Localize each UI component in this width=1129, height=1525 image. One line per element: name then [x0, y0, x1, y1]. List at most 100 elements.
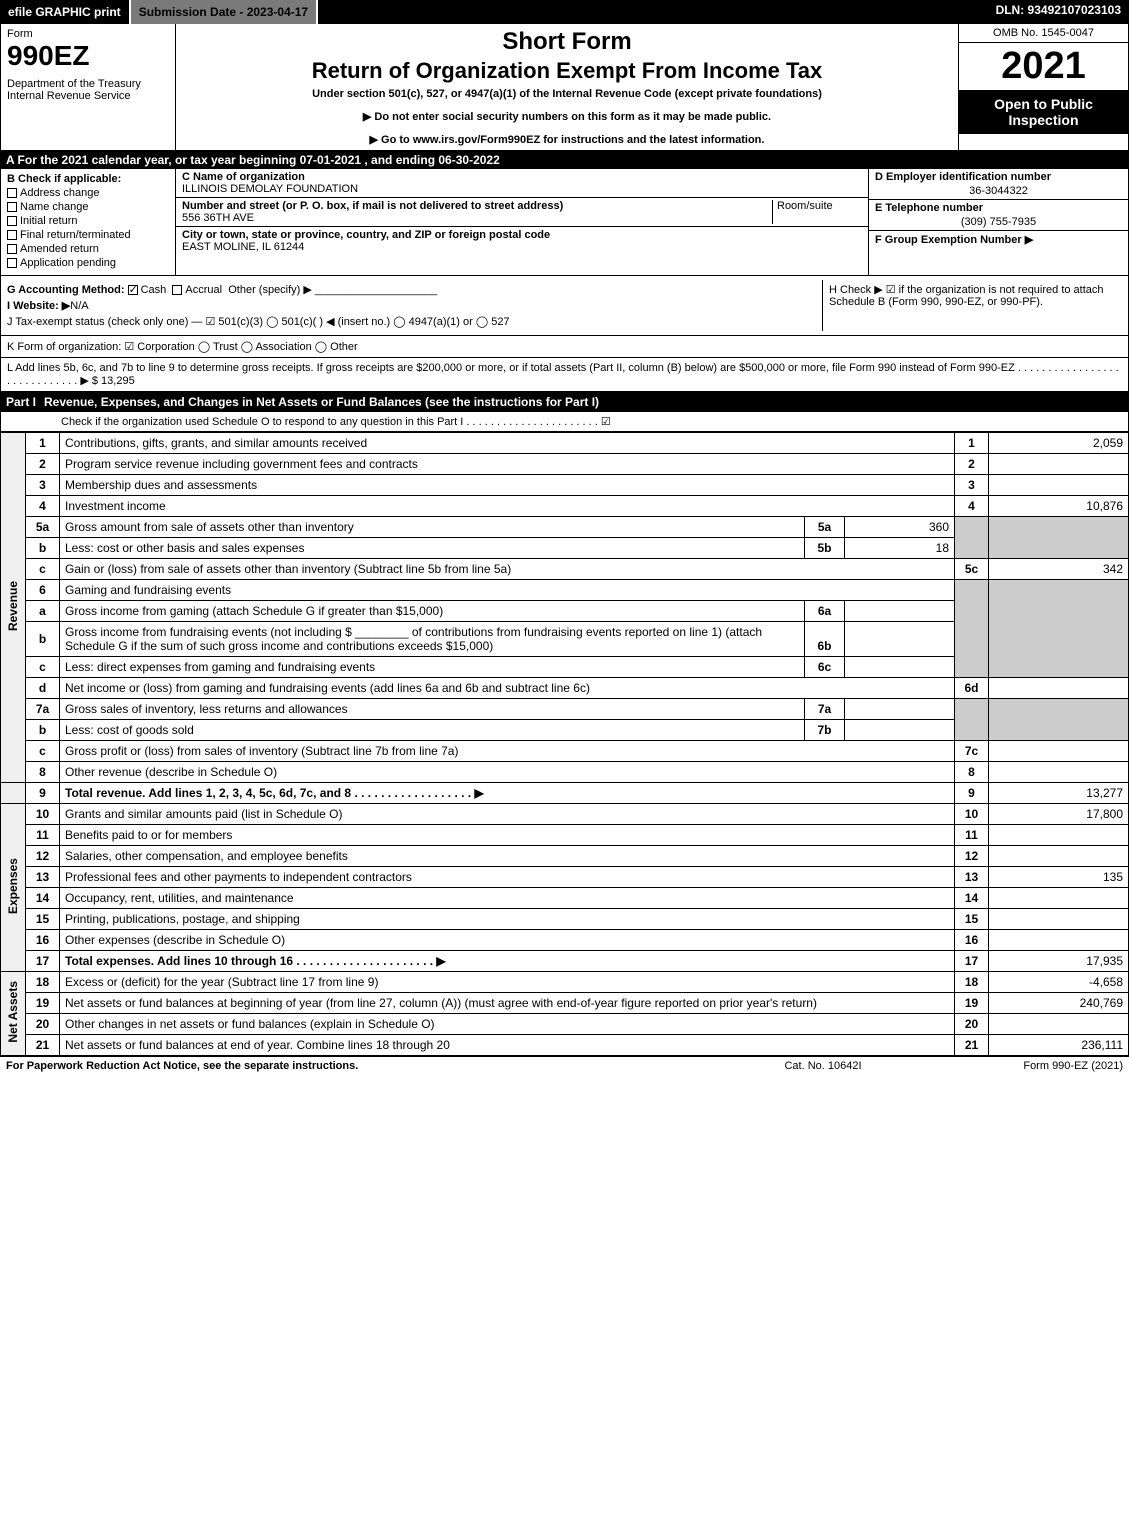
- ln3-ref: 3: [955, 475, 989, 496]
- org-address: 556 36TH AVE: [182, 212, 772, 224]
- top-bar: efile GRAPHIC print Submission Date - 20…: [0, 0, 1129, 24]
- ln17-desc: Total expenses. Add lines 10 through 16 …: [60, 951, 955, 972]
- ln12-amt: [989, 846, 1129, 867]
- part1-header: Part I Revenue, Expenses, and Changes in…: [0, 392, 1129, 412]
- ln6a-sub: 6a: [805, 601, 845, 622]
- ln20-num: 20: [26, 1014, 60, 1035]
- part1-num: Part I: [6, 395, 44, 409]
- ln7a-desc: Gross sales of inventory, less returns a…: [60, 699, 805, 720]
- form-subtitle: Under section 501(c), 527, or 4947(a)(1)…: [184, 88, 950, 100]
- ln1-amt: 2,059: [989, 433, 1129, 454]
- ln6b-sub: 6b: [805, 622, 845, 657]
- ln15-amt: [989, 909, 1129, 930]
- ln1-num: 1: [26, 433, 60, 454]
- ln9-ref: 9: [955, 783, 989, 804]
- omb-number: OMB No. 1545-0047: [959, 24, 1128, 43]
- chk-name-change[interactable]: Name change: [7, 201, 169, 213]
- chk-application-pending[interactable]: Application pending: [7, 257, 169, 269]
- form-number: 990EZ: [7, 40, 169, 72]
- ln6c-sval: [845, 657, 955, 678]
- ln6d-num: d: [26, 678, 60, 699]
- ln21-num: 21: [26, 1035, 60, 1056]
- ssn-note: ▶ Do not enter social security numbers o…: [184, 110, 950, 123]
- ln10-ref: 10: [955, 804, 989, 825]
- chk-initial-return[interactable]: Initial return: [7, 215, 169, 227]
- ln7c-num: c: [26, 741, 60, 762]
- ln6c-num: c: [26, 657, 60, 678]
- ln21-desc: Net assets or fund balances at end of ye…: [60, 1035, 955, 1056]
- org-name: ILLINOIS DEMOLAY FOUNDATION: [182, 183, 862, 195]
- ln4-num: 4: [26, 496, 60, 517]
- ln12-ref: 12: [955, 846, 989, 867]
- city-label: City or town, state or province, country…: [182, 229, 862, 241]
- side-revenue: Revenue: [1, 433, 26, 783]
- ln7a-num: 7a: [26, 699, 60, 720]
- ln2-amt: [989, 454, 1129, 475]
- ln6b-desc: Gross income from fundraising events (no…: [60, 622, 805, 657]
- ln11-num: 11: [26, 825, 60, 846]
- ln13-amt: 135: [989, 867, 1129, 888]
- ln5ab-grey: [955, 517, 989, 559]
- meta-right: H Check ▶ ☑ if the organization is not r…: [822, 280, 1122, 331]
- line-i: I Website: ▶N/A: [7, 299, 816, 312]
- line-l: L Add lines 5b, 6c, and 7b to line 9 to …: [0, 358, 1129, 392]
- form-header: Form 990EZ Department of the Treasury In…: [0, 24, 1129, 151]
- ln17-amt: 17,935: [989, 951, 1129, 972]
- form-title: Return of Organization Exempt From Incom…: [184, 58, 950, 84]
- ln19-num: 19: [26, 993, 60, 1014]
- ln8-desc: Other revenue (describe in Schedule O): [60, 762, 955, 783]
- chk-cash[interactable]: [128, 285, 138, 295]
- row-a-tax-year: A For the 2021 calendar year, or tax yea…: [0, 151, 1129, 169]
- header-mid: Short Form Return of Organization Exempt…: [176, 24, 958, 150]
- ln8-amt: [989, 762, 1129, 783]
- open-inspection: Open to Public Inspection: [959, 90, 1128, 134]
- ln6d-desc: Net income or (loss) from gaming and fun…: [60, 678, 955, 699]
- ln4-ref: 4: [955, 496, 989, 517]
- ln7a-sub: 7a: [805, 699, 845, 720]
- ln21-ref: 21: [955, 1035, 989, 1056]
- chk-final-return[interactable]: Final return/terminated: [7, 229, 169, 241]
- ln9-amt: 13,277: [989, 783, 1129, 804]
- org-name-row: C Name of organization ILLINOIS DEMOLAY …: [176, 169, 868, 198]
- ln6c-sub: 6c: [805, 657, 845, 678]
- ln5a-num: 5a: [26, 517, 60, 538]
- ln5c-ref: 5c: [955, 559, 989, 580]
- chk-accrual[interactable]: [172, 285, 182, 295]
- ln16-ref: 16: [955, 930, 989, 951]
- ln3-desc: Membership dues and assessments: [60, 475, 955, 496]
- part1-table: Revenue 1 Contributions, gifts, grants, …: [0, 432, 1129, 1056]
- side-revenue-cont: [1, 783, 26, 804]
- ln11-desc: Benefits paid to or for members: [60, 825, 955, 846]
- room-suite-label: Room/suite: [772, 200, 862, 224]
- ln5c-desc: Gain or (loss) from sale of assets other…: [60, 559, 955, 580]
- ln6d-ref: 6d: [955, 678, 989, 699]
- col-c-org-info: C Name of organization ILLINOIS DEMOLAY …: [176, 169, 868, 275]
- header-right: OMB No. 1545-0047 2021 Open to Public In…: [958, 24, 1128, 150]
- ln5a-sval: 360: [845, 517, 955, 538]
- col-def: D Employer identification number 36-3044…: [868, 169, 1128, 275]
- ln5a-desc: Gross amount from sale of assets other t…: [60, 517, 805, 538]
- ln5a-sub: 5a: [805, 517, 845, 538]
- ln9-desc: Total revenue. Add lines 1, 2, 3, 4, 5c,…: [60, 783, 955, 804]
- ln5ab-grey-amt: [989, 517, 1129, 559]
- ln7c-amt: [989, 741, 1129, 762]
- org-name-label: C Name of organization: [182, 171, 862, 183]
- phone-value: (309) 755-7935: [875, 214, 1122, 228]
- ln18-amt: -4,658: [989, 972, 1129, 993]
- chk-address-change[interactable]: Address change: [7, 187, 169, 199]
- footer-catno: Cat. No. 10642I: [723, 1060, 923, 1072]
- ln17-num: 17: [26, 951, 60, 972]
- ln19-amt: 240,769: [989, 993, 1129, 1014]
- part1-title: Revenue, Expenses, and Changes in Net As…: [44, 395, 1123, 409]
- chk-amended-return[interactable]: Amended return: [7, 243, 169, 255]
- ln8-num: 8: [26, 762, 60, 783]
- ln16-amt: [989, 930, 1129, 951]
- ln14-num: 14: [26, 888, 60, 909]
- ln1-ref: 1: [955, 433, 989, 454]
- ln6-grey-amt: [989, 580, 1129, 678]
- ln8-ref: 8: [955, 762, 989, 783]
- ln13-num: 13: [26, 867, 60, 888]
- dln-label: DLN: 93492107023103: [988, 0, 1129, 24]
- phone-label: E Telephone number: [875, 202, 1122, 214]
- ln6-grey: [955, 580, 989, 678]
